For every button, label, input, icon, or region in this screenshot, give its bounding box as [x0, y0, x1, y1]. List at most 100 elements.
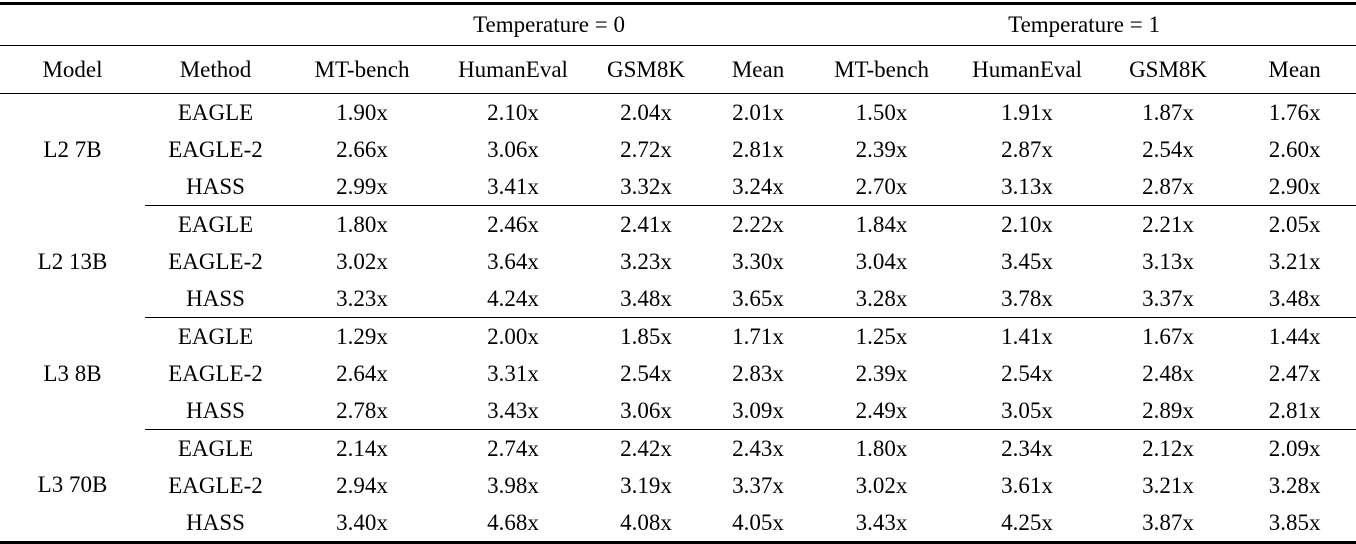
speedup-value-cell: 3.09x [704, 392, 813, 430]
speedup-value-cell: 1.80x [855, 435, 908, 461]
speedup-value-cell: 3.05x [951, 392, 1104, 430]
speedup-value-cell: 1.41x [1001, 323, 1053, 349]
speedup-value-cell: 2.72x [620, 136, 672, 162]
column-header-gsm8k-t0: GSM8K [588, 45, 704, 94]
method-cell: EAGLE [177, 211, 254, 237]
speedup-value-cell: 3.98x [487, 472, 539, 498]
speedup-value-cell: 2.48x [1142, 360, 1194, 386]
table-row: EAGLE-2 3.02x 3.64x 3.23x 3.30x 3.04x 3.45x 3.1… [0, 243, 1356, 280]
speedup-value-cell: 2.05x [1268, 211, 1321, 237]
method-cell: HASS [145, 392, 286, 430]
speedup-value-cell: 4.25x [1001, 509, 1053, 535]
method-cell: HASS [186, 509, 245, 535]
method-cell: EAGLE [177, 435, 254, 461]
speedup-value-cell: 2.21x [1142, 211, 1194, 237]
speedup-value-cell: 2.87x [1103, 168, 1234, 206]
speedup-value-cell: 3.64x [487, 248, 539, 274]
results-table-body: L2 7B EAGLE 1.90x 2.10x 2.04x 2.01x 1.50x 1.91x… [0, 94, 1356, 543]
method-cell: EAGLE-2 [168, 136, 263, 162]
speedup-value-cell: 3.23x [286, 280, 438, 318]
speedup-value-cell: 1.84x [855, 211, 908, 237]
speedup-value-cell: 2.49x [812, 392, 952, 430]
speedup-value-cell: 2.87x [1001, 136, 1053, 162]
temperature-0-header: Temperature = 0 [286, 3, 813, 46]
speedup-value-cell: 2.81x [1233, 392, 1356, 430]
speedup-value-cell: 2.99x [286, 168, 438, 206]
table-row: L3 70B EAGLE 2.14x 2.74x 2.42x 2.43x 1.80x 2.34… [0, 430, 1356, 498]
speedup-value-cell: 2.66x [336, 136, 388, 162]
speedup-value-cell: 2.10x [487, 99, 539, 125]
method-cell: EAGLE [177, 99, 254, 125]
speedup-value-cell: 3.48x [1233, 280, 1356, 318]
speedup-value-cell: 2.39x [855, 136, 908, 162]
speedup-value-cell: 3.43x [855, 509, 908, 535]
table-row: L2 7B EAGLE 1.90x 2.10x 2.04x 2.01x 1.50x 1.91x… [0, 94, 1356, 162]
speedup-value-cell: 3.02x [336, 248, 388, 274]
speedup-value-cell: 3.48x [588, 280, 704, 318]
column-header-mean-t0: Mean [704, 45, 813, 94]
table-row: L3 8B EAGLE 1.29x 2.00x 1.85x 1.71x 1.25x 1.41x… [0, 318, 1356, 386]
speedup-value-cell: 3.85x [1268, 509, 1321, 535]
speedup-value-cell: 1.67x [1142, 323, 1194, 349]
table-row: HASS 3.40x 4.68x 4.08x 4.05x 3.43x 4.25x 3.87x 3… [0, 504, 1356, 543]
speedup-value-cell: 3.61x [1001, 472, 1053, 498]
column-header-mtbench-t1: MT-bench [812, 45, 952, 94]
speedup-value-cell: 2.22x [732, 211, 784, 237]
speedup-value-cell: 3.21x [1268, 248, 1321, 274]
model-cell: L3 8B [43, 360, 102, 386]
model-cell: L2 7B [43, 136, 102, 162]
speedup-value-cell: 2.54x [620, 360, 672, 386]
speedup-value-cell: 3.87x [1142, 509, 1194, 535]
speedup-value-cell: 1.50x [855, 99, 908, 125]
method-cell: EAGLE-2 [168, 248, 263, 274]
speedup-value-cell: 3.65x [704, 280, 813, 318]
method-cell: EAGLE-2 [168, 472, 263, 498]
speedup-value-cell: 2.39x [855, 360, 908, 386]
speedup-value-cell: 1.76x [1268, 99, 1321, 125]
temperature-header-row: Temperature = 0 Temperature = 1 [0, 3, 1356, 46]
speedup-value-cell: 2.46x [487, 211, 539, 237]
speedup-value-cell: 2.54x [1001, 360, 1053, 386]
table-row: L2 13B EAGLE 1.80x 2.46x 2.41x 2.22x 1.84x 2.10… [0, 206, 1356, 274]
speedup-value-cell: 3.37x [1103, 280, 1234, 318]
speedup-value-cell: 2.14x [336, 435, 388, 461]
table-row: EAGLE-2 2.66x 3.06x 2.72x 2.81x 2.39x 2.87x 2.5… [0, 131, 1356, 168]
speedup-value-cell: 2.70x [812, 168, 952, 206]
table-row: EAGLE-2 2.94x 3.98x 3.19x 3.37x 3.02x 3.61x 3.2… [0, 467, 1356, 504]
speedup-value-cell: 4.08x [620, 509, 672, 535]
speedup-value-cell: 2.00x [487, 323, 539, 349]
speedup-value-cell: 3.28x [812, 280, 952, 318]
speedup-value-cell: 2.42x [620, 435, 672, 461]
speedup-value-cell: 1.87x [1142, 99, 1194, 125]
speedup-value-cell: 3.78x [951, 280, 1104, 318]
speedup-value-cell: 3.21x [1142, 472, 1194, 498]
speedup-value-cell: 2.09x [1268, 435, 1321, 461]
speedup-value-cell: 1.71x [732, 323, 784, 349]
speedup-value-cell: 2.64x [336, 360, 388, 386]
speedup-value-cell: 3.13x [951, 168, 1104, 206]
speedup-value-cell: 1.90x [336, 99, 388, 125]
speedup-value-cell: 3.04x [855, 248, 908, 274]
speedup-value-cell: 2.41x [620, 211, 672, 237]
speedup-value-cell: 3.13x [1142, 248, 1194, 274]
speedup-value-cell: 3.02x [855, 472, 908, 498]
method-cell: EAGLE-2 [168, 360, 263, 386]
speedup-value-cell: 2.83x [732, 360, 784, 386]
column-header-humaneval-t0: HumanEval [438, 45, 588, 94]
speedup-value-cell: 3.24x [704, 168, 813, 206]
speedup-value-cell: 1.25x [855, 323, 908, 349]
table-row: EAGLE-2 2.64x 3.31x 2.54x 2.83x 2.39x 2.54x 2.4… [0, 355, 1356, 392]
speedup-value-cell: 3.37x [732, 472, 784, 498]
speedup-value-cell: 2.34x [1001, 435, 1053, 461]
table-row: HASS 3.23x 4.24x 3.48x 3.65x 3.28x 3.78x 3.37x 3… [0, 280, 1356, 318]
speedup-value-cell: 4.24x [438, 280, 588, 318]
speedup-value-cell: 1.91x [1001, 99, 1053, 125]
column-header-mean-t1: Mean [1233, 45, 1356, 94]
speedup-value-cell: 2.81x [732, 136, 784, 162]
speedup-value-cell: 3.30x [732, 248, 784, 274]
speedup-value-cell: 1.29x [336, 323, 388, 349]
speedup-value-cell: 2.74x [487, 435, 539, 461]
method-cell: HASS [145, 280, 286, 318]
speedup-value-cell: 2.04x [620, 99, 672, 125]
